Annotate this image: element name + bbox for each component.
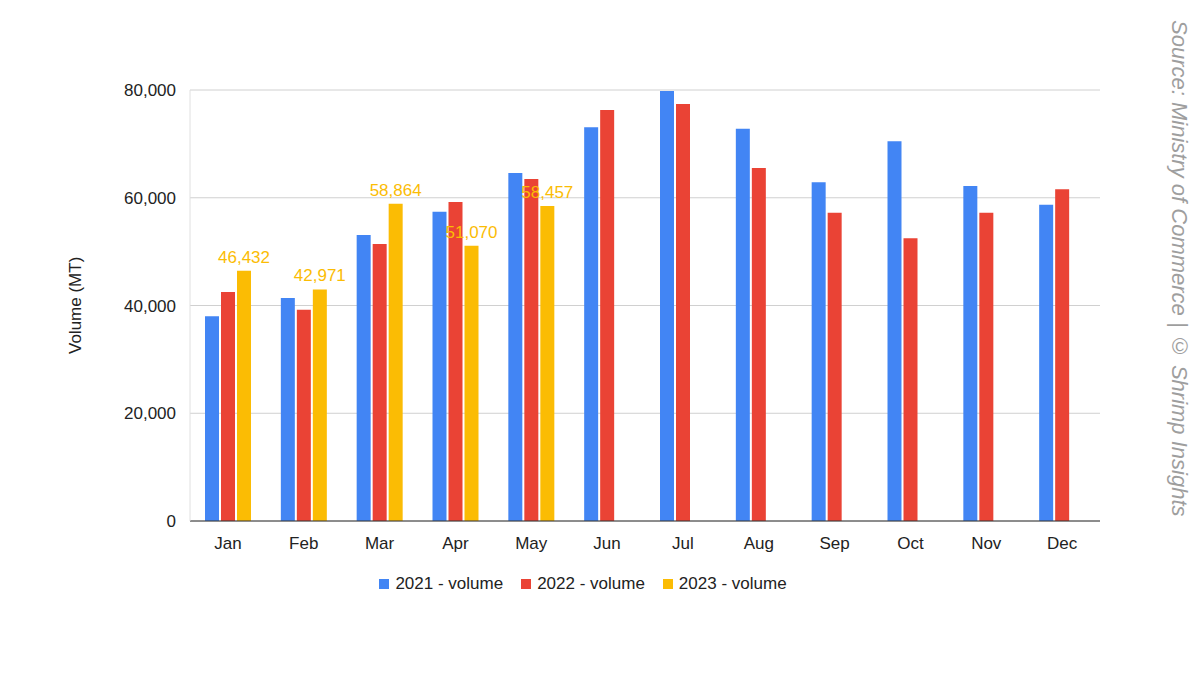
svg-text:58,864: 58,864: [370, 181, 422, 200]
svg-text:Mar: Mar: [365, 534, 395, 553]
svg-text:Apr: Apr: [442, 534, 469, 553]
svg-text:51,070: 51,070: [446, 223, 498, 242]
svg-text:Aug: Aug: [744, 534, 774, 553]
svg-text:80,000: 80,000: [124, 81, 176, 100]
html-text:2022 - volume: 2022 - volume: [537, 574, 645, 593]
svg-text:58,457: 58,457: [521, 183, 573, 202]
svg-text:Jun: Jun: [593, 534, 620, 553]
svg-text:40,000: 40,000: [124, 297, 176, 316]
html-text:Volume (MT): Volume (MT): [66, 256, 85, 354]
svg-text:Sep: Sep: [819, 534, 849, 553]
html-text:2023 - volume: 2023 - volume: [678, 574, 787, 593]
svg-text:20,000: 20,000: [124, 404, 176, 423]
svg-text:0: 0: [167, 512, 176, 531]
html-text:2021 - volume: 2021 - volume: [395, 574, 504, 593]
svg-text:May: May: [515, 534, 548, 553]
svg-text:Dec: Dec: [1047, 534, 1078, 553]
svg-text:Jul: Jul: [672, 534, 694, 553]
svg-text:Feb: Feb: [289, 534, 318, 553]
svg-text:60,000: 60,000: [124, 189, 176, 208]
svg-text:Oct: Oct: [897, 534, 924, 553]
svg-text:Jan: Jan: [214, 534, 241, 553]
html-text:Source: Ministry of Commerce |: Source: Ministry of Commerce | © Shrimp …: [1167, 20, 1192, 517]
svg-text:46,432: 46,432: [218, 248, 270, 267]
svg-text:Nov: Nov: [971, 534, 1002, 553]
svg-text:42,971: 42,971: [294, 266, 346, 285]
